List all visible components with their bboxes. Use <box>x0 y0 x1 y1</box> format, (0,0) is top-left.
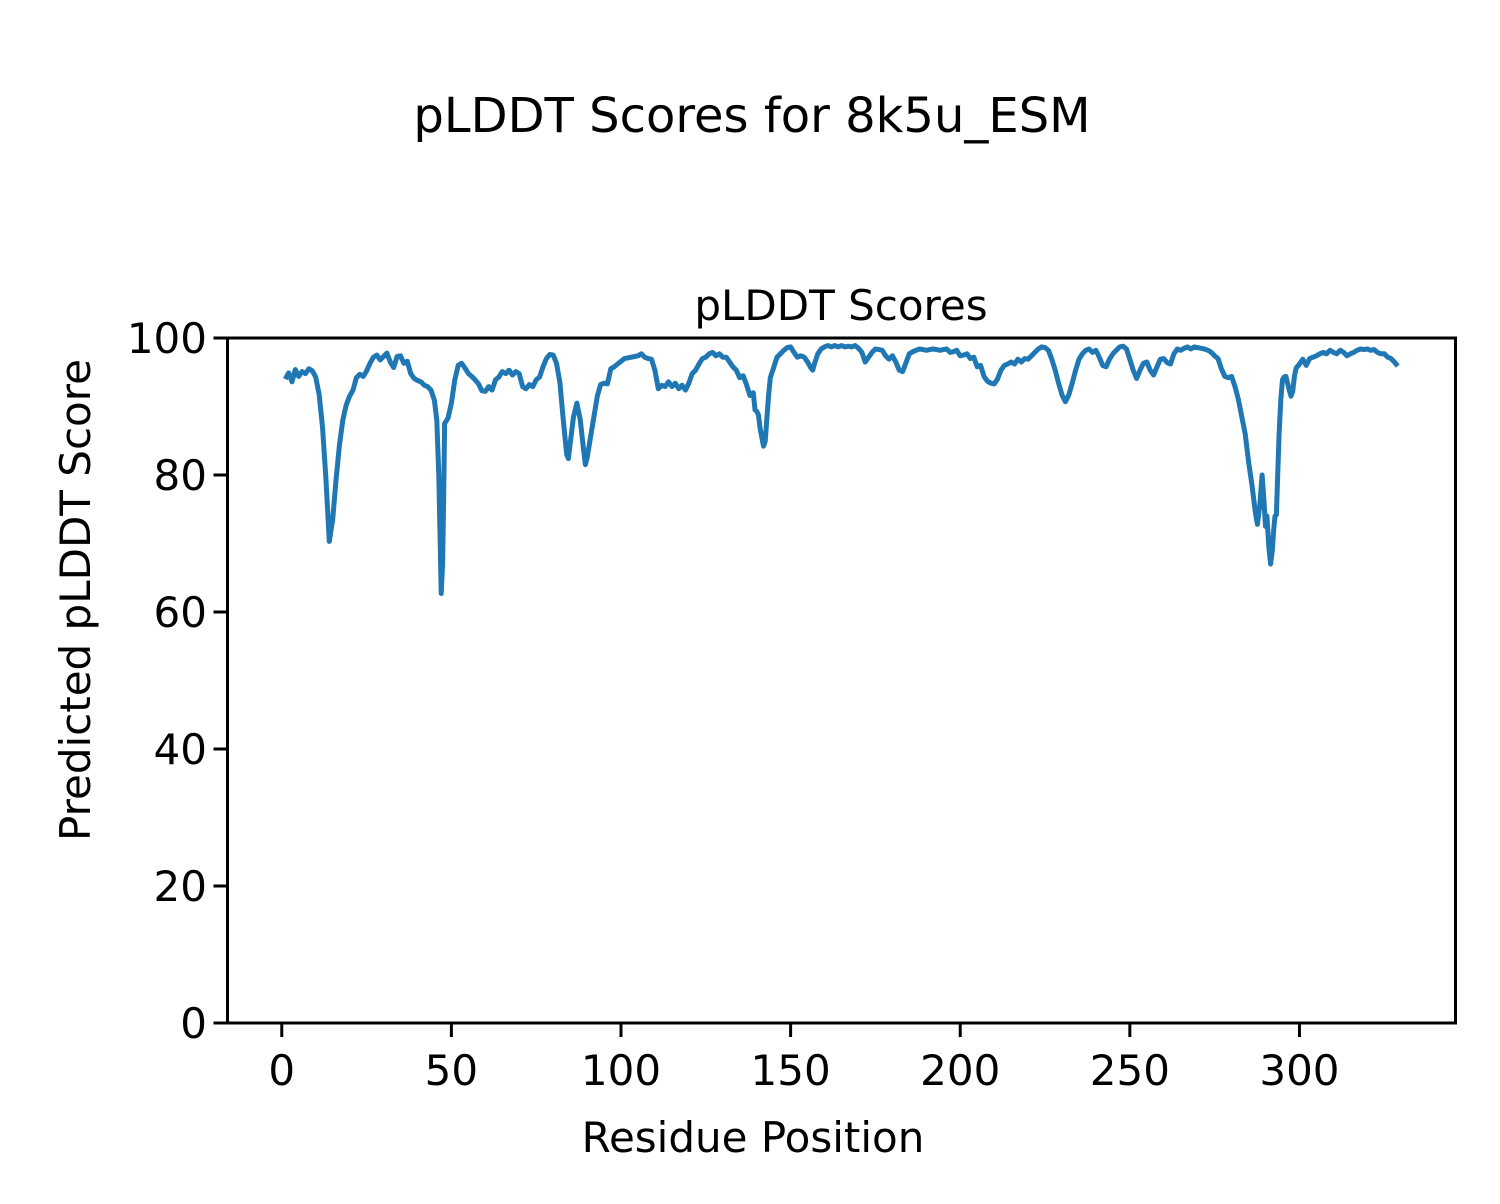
x-axis-label: Residue Position <box>582 1113 925 1162</box>
x-tick-label: 200 <box>920 1046 1000 1095</box>
x-tick-label: 100 <box>581 1046 661 1095</box>
y-tick-label: 40 <box>154 725 207 774</box>
axes-title: pLDDT Scores <box>694 281 987 330</box>
y-tick-label: 60 <box>154 588 207 637</box>
plot-area-frame <box>226 336 1457 1025</box>
y-tick-label: 100 <box>127 314 207 363</box>
x-tick-label: 0 <box>268 1046 295 1095</box>
x-axis-ticks: 0 50 100 150 200 250 300 <box>268 1024 1340 1095</box>
x-tick-label: 50 <box>425 1046 478 1095</box>
x-tick-label: 250 <box>1090 1046 1170 1095</box>
y-tick-label: 0 <box>180 999 207 1048</box>
y-tick-label: 20 <box>154 862 207 911</box>
y-axis-label: Predicted pLDDT Score <box>51 359 100 841</box>
x-tick-label: 300 <box>1259 1046 1339 1095</box>
y-tick-label: 80 <box>154 451 207 500</box>
figure-suptitle: pLDDT Scores for 8k5u_ESM <box>413 88 1090 144</box>
plddt-score-line <box>283 343 1400 596</box>
x-tick-label: 150 <box>751 1046 831 1095</box>
y-axis-ticks: 0 20 40 60 80 100 <box>127 314 226 1048</box>
